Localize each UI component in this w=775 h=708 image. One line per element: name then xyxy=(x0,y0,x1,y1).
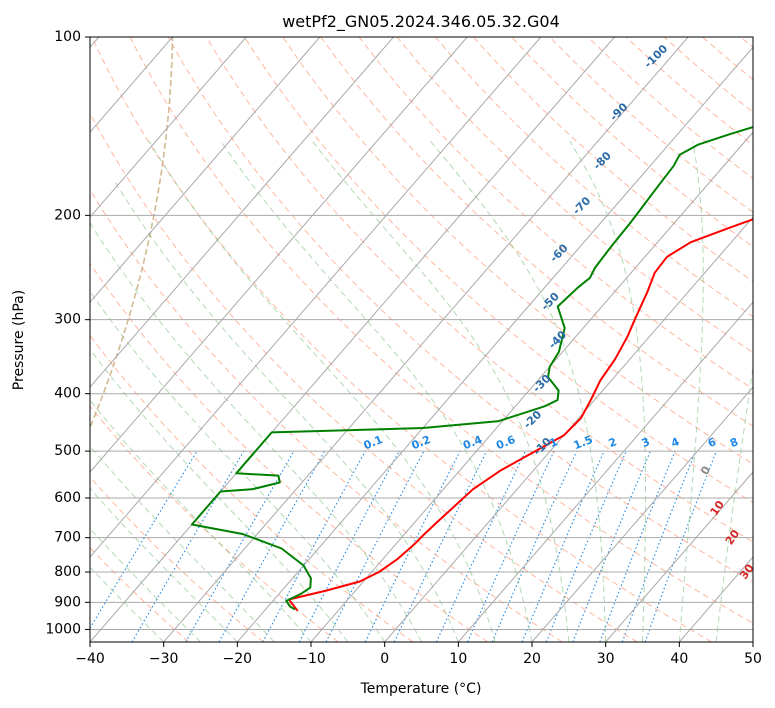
moist-adiabat-label: 20 xyxy=(723,527,743,547)
mixing-ratio-line xyxy=(219,451,325,642)
x-tick-label: 20 xyxy=(523,651,541,667)
y-tick-label: 1000 xyxy=(45,621,81,637)
moist-adiabat xyxy=(17,297,311,642)
mixing-ratio-line xyxy=(394,451,487,642)
dry-adiabat xyxy=(435,37,775,642)
isotherm xyxy=(16,37,541,642)
x-tick-label: 50 xyxy=(744,651,762,667)
moist-adiabat-label: 10 xyxy=(708,498,728,518)
moist-adiabat xyxy=(0,363,201,642)
x-tick-label: −10 xyxy=(296,651,326,667)
moist-adiabat-label: 30 xyxy=(737,561,757,581)
plot-frame xyxy=(90,37,753,642)
isotherm xyxy=(0,37,394,642)
mixing-ratio-line xyxy=(492,451,577,642)
y-tick-label: 900 xyxy=(54,594,81,610)
x-tick-label: 10 xyxy=(449,651,467,667)
mixing-ratio-line xyxy=(573,451,651,642)
dry-adiabat xyxy=(206,37,775,642)
mixing-ratio-label: 3 xyxy=(640,435,652,450)
moist-adiabat-label: 40 xyxy=(754,593,774,613)
isotherm xyxy=(90,37,615,642)
x-tick-label: 30 xyxy=(597,651,615,667)
x-axis-ticks: −40 −30 −20 −10 0 10 20 30 40 50 xyxy=(75,642,762,667)
isotherm xyxy=(0,37,320,642)
moist-adiabat xyxy=(753,141,775,642)
isotherm xyxy=(753,37,775,642)
isotherm xyxy=(237,37,762,642)
moist-adiabat xyxy=(0,320,274,642)
mixing-ratio-label: 6 xyxy=(706,435,718,450)
line-labels: -100-90-80-70-60-50-40-30-20-100.1 0.2 0.4… xyxy=(362,42,775,614)
x-tick-label: −40 xyxy=(75,651,105,667)
y-tick-label: 500 xyxy=(54,443,81,459)
isotherm xyxy=(164,37,689,642)
mixing-ratio-label: 1.5 xyxy=(572,433,595,452)
mixing-ratio-line xyxy=(645,451,716,642)
dry-adiabat xyxy=(473,37,775,642)
dry-adiabat xyxy=(550,37,775,642)
moist-adiabat xyxy=(38,273,348,642)
y-tick-label: 700 xyxy=(54,530,81,546)
dry-adiabat-label: -30 xyxy=(530,372,553,395)
x-tick-label: 40 xyxy=(670,651,688,667)
mixing-ratio-label: 0.1 xyxy=(362,433,385,452)
dry-adiabat-label: -20 xyxy=(521,408,544,431)
x-tick-label: 0 xyxy=(380,651,389,667)
dry-adiabat xyxy=(588,37,775,642)
dry-adiabat xyxy=(702,37,775,642)
dry-adiabat-label: -80 xyxy=(591,149,614,172)
y-tick-label: 400 xyxy=(54,386,81,402)
y-tick-label: 200 xyxy=(54,207,81,223)
dry-adiabat xyxy=(741,37,775,642)
x-axis-label: Temperature (°C) xyxy=(360,681,482,697)
dry-adiabat-label: -90 xyxy=(607,100,630,123)
isotherm xyxy=(0,37,246,642)
y-tick-label: 800 xyxy=(54,564,81,580)
y-tick-label: 300 xyxy=(54,312,81,328)
dry-adiabat-label: -70 xyxy=(570,194,593,217)
y-tick-label: 100 xyxy=(54,29,81,45)
mixing-ratio-label: 2 xyxy=(607,435,619,450)
mixing-ratio-label: 0.6 xyxy=(494,433,517,452)
chart-title: wetPf2_GN05.2024.346.05.32.G04 xyxy=(282,12,560,32)
moist-adiabat xyxy=(149,141,495,642)
x-tick-label: −20 xyxy=(223,651,253,667)
moist-adiabat xyxy=(313,141,569,642)
dry-adiabat xyxy=(397,37,775,642)
mixing-ratio-line xyxy=(299,451,399,642)
isotherm xyxy=(385,37,775,642)
mixing-ratio-label: 8 xyxy=(728,435,740,450)
y-tick-label: 600 xyxy=(54,490,81,506)
isotherm xyxy=(0,37,467,642)
dry-adiabat-label: -100 xyxy=(642,42,671,71)
background-lines xyxy=(0,37,775,642)
mixing-ratio-line xyxy=(622,451,695,642)
y-axis-ticks: 100 200 300 400 500 600 700 800 900 1000 xyxy=(45,29,90,637)
moist-adiabat xyxy=(115,181,459,642)
dry-adiabat xyxy=(0,37,488,642)
mixing-ratio-label: 0.4 xyxy=(461,433,484,452)
isotherm xyxy=(532,37,775,642)
isotherm xyxy=(311,37,775,642)
temperature-line xyxy=(289,37,775,611)
x-tick-label: −30 xyxy=(149,651,179,667)
y-axis-label: Pressure (hPa) xyxy=(11,290,27,390)
mixing-ratio-label: 4 xyxy=(669,435,681,450)
